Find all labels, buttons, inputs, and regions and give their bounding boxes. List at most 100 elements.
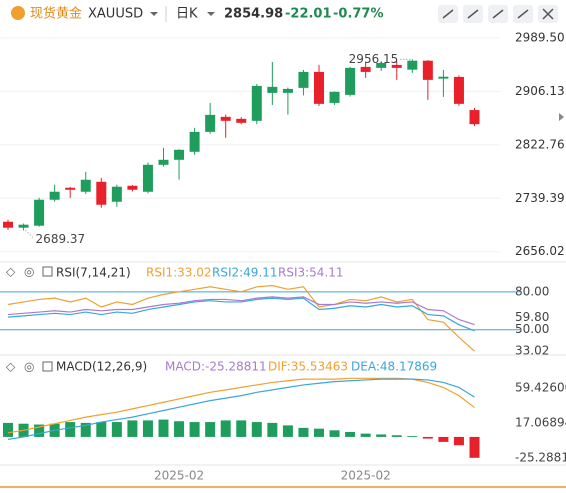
- tool-glyph: [442, 8, 554, 20]
- candle-body: [391, 64, 402, 68]
- candle-body: [174, 149, 185, 160]
- candle-body: [65, 187, 76, 190]
- icon[interactable]: [42, 266, 53, 277]
- y-tick-label: 2822.76: [515, 137, 565, 151]
- x-tick-label: 2025-02: [154, 469, 204, 483]
- legend-entry: MACD:-25.28811: [165, 360, 267, 374]
- icon[interactable]: ◇: [6, 265, 16, 279]
- candle-body: [127, 185, 138, 190]
- y-tick-label: 17.06894: [515, 415, 566, 429]
- dropdown-arrow[interactable]: [150, 12, 158, 16]
- legend-entry: RSI3:54.11: [278, 266, 344, 280]
- min-label: 2689.37: [36, 232, 86, 246]
- candle-body: [158, 159, 169, 165]
- icon[interactable]: ◎: [24, 360, 34, 374]
- symbol[interactable]: XAUUSD: [88, 7, 143, 22]
- x-tick-label: 2025-02: [341, 469, 391, 483]
- line-series: [7, 297, 475, 332]
- candle-body: [251, 85, 262, 121]
- macd-bar: [65, 422, 76, 437]
- legend-entry: RSI2:49.11: [212, 266, 278, 280]
- candle-body: [3, 221, 13, 228]
- macd-bar: [282, 425, 293, 437]
- line-series: [7, 378, 475, 440]
- macd-bar: [189, 422, 200, 437]
- legend-entry: DIF:35.53463: [268, 360, 348, 374]
- candle-body: [18, 224, 29, 228]
- candle-body: [469, 110, 480, 125]
- macd-bar: [251, 422, 262, 437]
- y-tick-label: 80.00: [515, 284, 549, 298]
- candle-body: [205, 114, 216, 132]
- change-pct: -0.77%: [333, 7, 384, 22]
- y-tick-label: -25.28811: [515, 450, 566, 464]
- candle-body: [96, 181, 107, 205]
- macd-bar: [3, 422, 13, 437]
- line-series: [7, 296, 475, 326]
- macd-bar: [220, 420, 231, 437]
- candle-body: [360, 66, 371, 72]
- y-tick-label: 2989.50: [515, 30, 565, 44]
- y-tick-label: 50.00: [515, 322, 549, 336]
- y-tick-label: 59.80: [515, 310, 549, 324]
- macd-bar: [298, 427, 309, 437]
- candle-body: [314, 71, 324, 104]
- macd-bar: [391, 435, 402, 437]
- line-series: [7, 284, 475, 352]
- y-tick-label: 33.02: [515, 344, 549, 358]
- candle-body: [345, 67, 356, 95]
- tool-icons: [438, 5, 558, 23]
- macd-bar: [422, 436, 433, 439]
- macd-bar: [96, 422, 107, 437]
- macd-bar: [205, 422, 216, 437]
- macd-bar: [34, 424, 45, 437]
- price: 2854.98: [224, 7, 283, 22]
- macd-bar: [142, 420, 153, 437]
- candle-body: [220, 116, 231, 121]
- candle-body: [407, 60, 418, 70]
- macd-bar: [174, 421, 185, 437]
- icon[interactable]: ◇: [6, 360, 16, 374]
- macd-header: ◇ ◎ MACD(12,26,9) MACD:-25.28811 DIF:35.…: [6, 360, 437, 374]
- candle-body: [189, 131, 200, 152]
- y-tick-label: 59.42600: [515, 380, 566, 394]
- candle-body: [80, 179, 91, 192]
- macd-bar: [453, 436, 464, 446]
- y-tick-label: 2906.13: [515, 84, 565, 98]
- y-tick-label: 2739.39: [515, 191, 565, 205]
- macd-title: MACD(12,26,9): [56, 360, 147, 374]
- macd-bar: [407, 436, 418, 437]
- candle-body: [329, 91, 340, 103]
- rsi-title: RSI(7,14,21): [56, 266, 131, 280]
- legend-entry: RSI1:33.02: [146, 266, 212, 280]
- change: -22.01: [285, 7, 332, 22]
- macd-bar: [111, 422, 122, 437]
- interval[interactable]: 日K: [176, 7, 198, 22]
- macd-bar: [80, 422, 91, 437]
- legend-entry: DEA:48.17869: [351, 360, 437, 374]
- rsi-header: ◇ ◎ RSI(7,14,21) RSI1:33.02 RSI2:49.11 R…: [6, 265, 344, 280]
- icon[interactable]: ◎: [24, 265, 34, 279]
- candle-body: [298, 71, 309, 88]
- y-tick-label: 2656.02: [515, 244, 565, 258]
- candle-body: [111, 186, 122, 202]
- gold-icon: [11, 6, 25, 20]
- candle-body: [438, 76, 449, 79]
- candle-body: [282, 88, 293, 93]
- scroll-arrow[interactable]: [559, 113, 564, 121]
- macd-bar: [314, 428, 324, 437]
- candle-body: [267, 86, 278, 93]
- macd-bar: [158, 419, 169, 437]
- symbol-name[interactable]: 现货黄金: [30, 6, 82, 22]
- macd-bar: [438, 436, 449, 442]
- max-label: 2956.15: [349, 52, 399, 66]
- candle-body: [34, 199, 45, 226]
- macd-bar: [267, 422, 278, 437]
- icon[interactable]: [42, 361, 53, 372]
- candle-body: [376, 62, 387, 68]
- candle-body: [142, 164, 153, 192]
- candle-body: [422, 60, 433, 80]
- dropdown-arrow[interactable]: [207, 12, 215, 16]
